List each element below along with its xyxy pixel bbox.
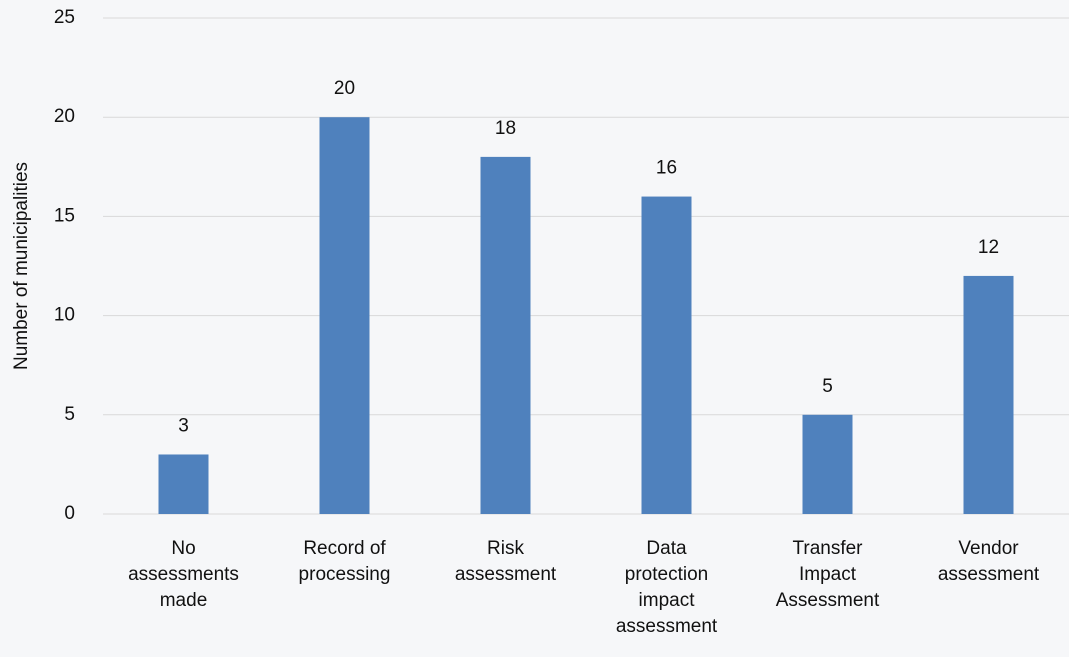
y-tick-label: 5 xyxy=(64,404,75,425)
y-tick-label: 25 xyxy=(54,7,75,28)
bar xyxy=(480,156,531,514)
x-tick-label: Data protection impact assessment xyxy=(615,538,718,637)
x-tick-label: No assessments made xyxy=(128,538,239,611)
y-tick-label: 0 xyxy=(64,503,75,524)
bar xyxy=(802,414,853,514)
bar xyxy=(963,275,1014,514)
data-label: 16 xyxy=(656,158,677,179)
data-label: 3 xyxy=(178,415,189,436)
y-tick-label: 10 xyxy=(54,305,75,326)
bar xyxy=(158,454,209,514)
data-label: 20 xyxy=(334,78,355,99)
x-tick-label: Record of processing xyxy=(298,538,391,585)
bar xyxy=(319,117,370,514)
x-tick-label: Risk assessment xyxy=(454,538,557,585)
x-tick-label: Transfer Impact Assessment xyxy=(775,538,880,611)
data-label: 18 xyxy=(495,118,516,139)
y-axis-label: Number of municipalities xyxy=(11,162,32,370)
x-tick-label: Vendor assessment xyxy=(937,538,1040,585)
y-tick-label: 15 xyxy=(54,205,75,226)
data-label: 5 xyxy=(822,376,833,397)
y-tick-label: 20 xyxy=(54,106,75,127)
data-label: 12 xyxy=(978,237,999,258)
bar xyxy=(641,196,692,514)
